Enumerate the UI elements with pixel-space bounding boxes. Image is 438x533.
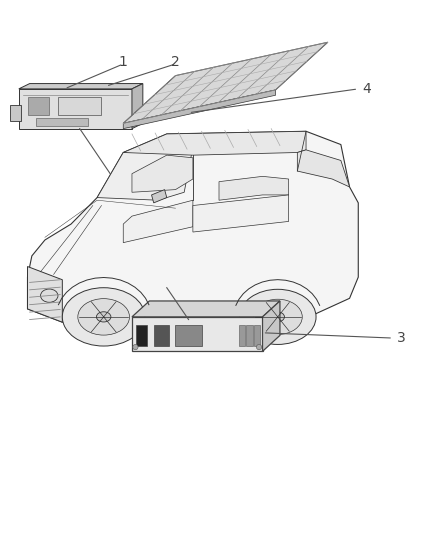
Bar: [239, 325, 245, 346]
Polygon shape: [219, 176, 289, 200]
Bar: [154, 325, 169, 346]
Polygon shape: [123, 90, 276, 128]
Bar: [247, 325, 253, 346]
Polygon shape: [297, 150, 350, 187]
Text: 4: 4: [363, 82, 371, 96]
Text: 3: 3: [397, 331, 406, 345]
Text: 1: 1: [119, 55, 128, 69]
Bar: [10, 105, 21, 120]
Bar: [28, 97, 49, 115]
Polygon shape: [132, 317, 262, 351]
Ellipse shape: [253, 299, 302, 335]
Text: 2: 2: [171, 55, 180, 69]
Ellipse shape: [240, 289, 316, 344]
Polygon shape: [19, 84, 143, 89]
Polygon shape: [132, 155, 193, 192]
Polygon shape: [28, 131, 358, 333]
Bar: [36, 118, 88, 126]
Bar: [254, 325, 260, 346]
Ellipse shape: [96, 312, 111, 322]
Polygon shape: [123, 131, 306, 155]
Polygon shape: [132, 301, 280, 317]
Polygon shape: [132, 84, 143, 128]
Bar: [136, 325, 147, 346]
Ellipse shape: [41, 289, 58, 302]
Polygon shape: [97, 147, 193, 200]
Polygon shape: [123, 200, 193, 243]
Polygon shape: [28, 266, 62, 322]
Ellipse shape: [62, 288, 145, 346]
Polygon shape: [193, 195, 289, 232]
Polygon shape: [19, 89, 132, 128]
Polygon shape: [123, 42, 328, 123]
Ellipse shape: [271, 312, 284, 322]
Bar: [58, 97, 102, 115]
Bar: [176, 325, 201, 346]
Ellipse shape: [256, 344, 261, 350]
Ellipse shape: [78, 298, 130, 335]
Ellipse shape: [133, 344, 138, 350]
Polygon shape: [262, 301, 280, 351]
Polygon shape: [152, 190, 167, 203]
